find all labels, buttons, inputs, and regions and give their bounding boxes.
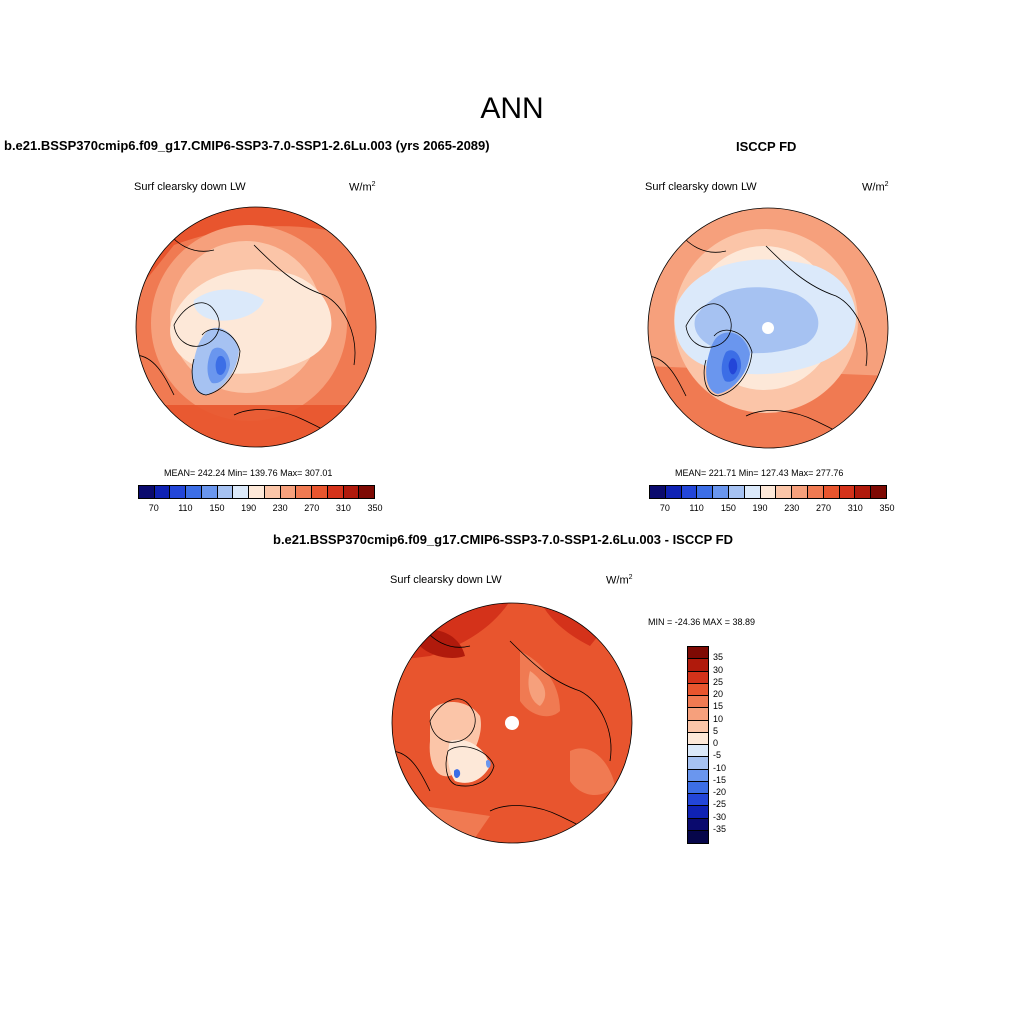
colorbar-swatch — [681, 486, 698, 498]
colorbar-tick-label: 110 — [689, 503, 704, 513]
colorbar-tick-label: -35 — [713, 823, 727, 834]
panel3-units: W/m2 — [606, 574, 633, 587]
colorbar-tick-label: 10 — [713, 713, 724, 724]
colorbar-swatch — [186, 486, 202, 498]
colorbar-swatch — [296, 486, 313, 498]
colorbar-swatch — [760, 486, 777, 498]
colorbar-tick-label: 230 — [272, 503, 288, 513]
colorbar-tick-label: 25 — [713, 676, 724, 687]
colorbar-tick-label: 70 — [659, 503, 670, 513]
colorbar-tick-label: 190 — [752, 503, 768, 513]
colorbar-tick-label: 270 — [816, 503, 832, 513]
colorbar-swatch — [728, 486, 745, 498]
colorbar-tick-label: 230 — [784, 503, 800, 513]
colorbar-swatch — [264, 486, 281, 498]
colorbar-swatch — [233, 486, 250, 498]
colorbar-tick-label: -10 — [713, 762, 727, 773]
colorbar-swatch — [217, 486, 234, 498]
colorbar-swatch — [697, 486, 714, 498]
colorbar-tick-label: 35 — [713, 652, 724, 663]
panel3-colorbar — [687, 646, 709, 844]
colorbar-swatch — [201, 486, 218, 498]
colorbar-swatch — [855, 486, 872, 498]
colorbar-swatch — [665, 486, 682, 498]
colorbar-swatch — [871, 486, 886, 498]
panel2-variable: Surf clearsky down LW — [645, 181, 757, 193]
colorbar-swatch — [688, 806, 708, 819]
main-title: ANN — [480, 92, 544, 125]
panel3-map — [391, 602, 633, 844]
colorbar-swatch — [688, 659, 708, 672]
panel1-map — [135, 206, 377, 448]
panel1-colorbar — [138, 485, 375, 499]
colorbar-swatch — [154, 486, 171, 498]
colorbar-swatch — [839, 486, 856, 498]
colorbar-tick-label: -20 — [713, 787, 727, 797]
colorbar-swatch — [688, 830, 708, 843]
panel1-stats: MEAN= 242.24 Min= 139.76 Max= 307.01 — [164, 468, 333, 478]
colorbar-swatch — [688, 732, 708, 745]
colorbar-swatch — [688, 794, 708, 807]
panel2-stats: MEAN= 221.71 Min= 127.43 Max= 277.76 — [675, 468, 844, 478]
panel3-title: b.e21.BSSP370cmip6.f09_g17.CMIP6-SSP3-7.… — [273, 532, 734, 547]
panel3-variable: Surf clearsky down LW — [390, 574, 502, 586]
colorbar-tick-label: 350 — [367, 503, 383, 513]
colorbar-tick-label: 270 — [304, 503, 320, 513]
colorbar-swatch — [688, 720, 708, 733]
colorbar-tick-label: 310 — [847, 503, 863, 513]
colorbar-swatch — [744, 486, 761, 498]
colorbar-swatch — [713, 486, 729, 498]
colorbar-swatch — [688, 745, 708, 758]
colorbar-tick-label: 350 — [879, 503, 895, 513]
colorbar-swatch — [688, 683, 708, 696]
colorbar-swatch — [249, 486, 265, 498]
colorbar-swatch — [688, 696, 708, 709]
colorbar-tick-label: 0 — [713, 738, 719, 748]
colorbar-swatch — [688, 647, 708, 660]
colorbar-swatch — [650, 486, 666, 498]
panel1-variable: Surf clearsky down LW — [134, 181, 246, 193]
colorbar-swatch — [688, 769, 708, 782]
colorbar-tick-label: 110 — [178, 503, 193, 513]
colorbar-tick-label: -15 — [713, 774, 727, 785]
colorbar-tick-label: -25 — [713, 799, 727, 810]
colorbar-swatch — [312, 486, 328, 498]
colorbar-tick-label: -5 — [713, 750, 722, 761]
colorbar-swatch — [792, 486, 808, 498]
colorbar-tick-label: 150 — [720, 503, 736, 513]
panel2-title: ISCCP FD — [736, 139, 797, 154]
panel2-colorbar — [649, 485, 887, 499]
colorbar-tick-label: 5 — [713, 725, 719, 736]
panel3-minmax: MIN = -24.36 MAX = 38.89 — [648, 617, 756, 627]
panel1-units: W/m2 — [349, 181, 376, 194]
colorbar-tick-label: 15 — [713, 701, 724, 712]
colorbar-swatch — [688, 671, 708, 684]
colorbar-tick-label: -30 — [713, 811, 727, 822]
colorbar-swatch — [280, 486, 297, 498]
colorbar-tick-label: 70 — [148, 503, 159, 513]
colorbar-swatch — [807, 486, 824, 498]
colorbar-tick-label: 20 — [713, 689, 724, 699]
colorbar-swatch — [688, 757, 708, 770]
panel1-title: b.e21.BSSP370cmip6.f09_g17.CMIP6-SSP3-7.… — [4, 138, 490, 153]
panel3-colorbar-labels: 35 30 25 20 15 10 5 0 -5 -10 -15 -20 -25 -30 -35 — [713, 646, 753, 844]
colorbar-swatch — [688, 708, 708, 721]
colorbar-tick-label: 150 — [209, 503, 225, 513]
panel1-colorbar-labels: 70 110 150 190 230 270 310 350 — [138, 503, 383, 515]
panel2-colorbar-labels: 70 110 150 190 230 270 310 350 — [649, 503, 895, 515]
colorbar-swatch — [823, 486, 840, 498]
colorbar-tick-label: 30 — [713, 664, 724, 675]
colorbar-swatch — [776, 486, 793, 498]
panel2-units: W/m2 — [862, 181, 889, 194]
colorbar-swatch — [359, 486, 375, 498]
colorbar-swatch — [170, 486, 187, 498]
colorbar-swatch — [139, 486, 155, 498]
colorbar-tick-label: 190 — [241, 503, 257, 513]
colorbar-tick-label: 310 — [335, 503, 351, 513]
panel2-map — [647, 207, 889, 449]
colorbar-swatch — [343, 486, 360, 498]
colorbar-swatch — [688, 781, 708, 794]
colorbar-swatch — [327, 486, 344, 498]
colorbar-swatch — [688, 818, 708, 831]
